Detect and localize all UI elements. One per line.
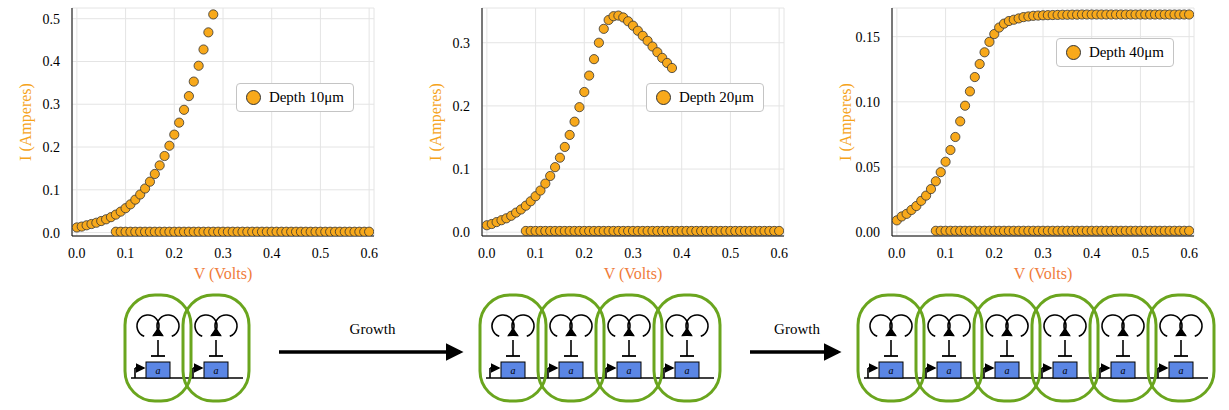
svg-text:I (Amperes): I (Amperes) [837,83,855,161]
svg-text:0.5: 0.5 [312,246,330,261]
svg-text:V (Volts): V (Volts) [604,265,663,283]
html-text:Depth 10μm: Depth 10μm [268,89,344,106]
svg-text:a: a [1121,365,1126,376]
svg-text:0.2: 0.2 [576,246,594,261]
svg-text:Growth: Growth [350,321,396,337]
svg-text:0.10: 0.10 [856,95,881,110]
svg-text:0.5: 0.5 [1132,246,1150,261]
svg-text:I (Amperes): I (Amperes) [427,83,445,161]
svg-text:a: a [889,365,894,376]
svg-text:0.4: 0.4 [263,246,281,261]
svg-text:0.4: 0.4 [1083,246,1101,261]
svg-text:0.5: 0.5 [43,12,61,27]
svg-text:V (Volts): V (Volts) [1014,265,1073,283]
svg-text:0.2: 0.2 [43,140,61,155]
svg-text:0.0: 0.0 [888,246,906,261]
svg-text:a: a [1063,365,1068,376]
svg-text:a: a [214,365,219,376]
svg-text:0.15: 0.15 [856,30,881,45]
svg-text:0.3: 0.3 [43,97,61,112]
svg-text:0.3: 0.3 [214,246,232,261]
svg-text:Growth: Growth [774,321,820,337]
svg-text:0.1: 0.1 [43,183,61,198]
svg-text:0.1: 0.1 [527,246,545,261]
svg-text:0.3: 0.3 [453,36,471,51]
svg-text:0.5: 0.5 [722,246,740,261]
svg-text:0.1: 0.1 [453,162,471,177]
svg-text:V (Volts): V (Volts) [194,265,253,283]
svg-text:0.6: 0.6 [360,246,378,261]
svg-text:0.0: 0.0 [68,246,86,261]
html-text:Depth 40μm: Depth 40μm [1088,43,1164,60]
svg-text:0.2: 0.2 [453,99,471,114]
svg-text:a: a [947,365,952,376]
svg-text:a: a [1005,365,1010,376]
svg-text:I (Amperes): I (Amperes) [17,83,35,161]
svg-text:0.0: 0.0 [453,225,471,240]
svg-text:0.6: 0.6 [1180,246,1198,261]
svg-text:0.6: 0.6 [770,246,788,261]
svg-text:0.0: 0.0 [43,226,61,241]
svg-text:a: a [156,365,161,376]
svg-text:a: a [511,365,516,376]
svg-text:a: a [1179,365,1184,376]
svg-text:0.0: 0.0 [478,246,496,261]
svg-text:a: a [685,365,690,376]
svg-text:a: a [569,365,574,376]
html-text:Depth 20μm: Depth 20μm [678,89,754,106]
svg-text:a: a [627,365,632,376]
svg-text:0.05: 0.05 [856,160,881,175]
svg-text:0.3: 0.3 [1034,246,1052,261]
svg-text:0.1: 0.1 [937,246,955,261]
svg-text:0.2: 0.2 [986,246,1004,261]
svg-text:0.00: 0.00 [856,225,881,240]
svg-text:0.3: 0.3 [624,246,642,261]
svg-text:0.4: 0.4 [673,246,691,261]
svg-text:0.2: 0.2 [166,246,184,261]
svg-text:0.4: 0.4 [43,54,61,69]
svg-text:0.1: 0.1 [117,246,135,261]
